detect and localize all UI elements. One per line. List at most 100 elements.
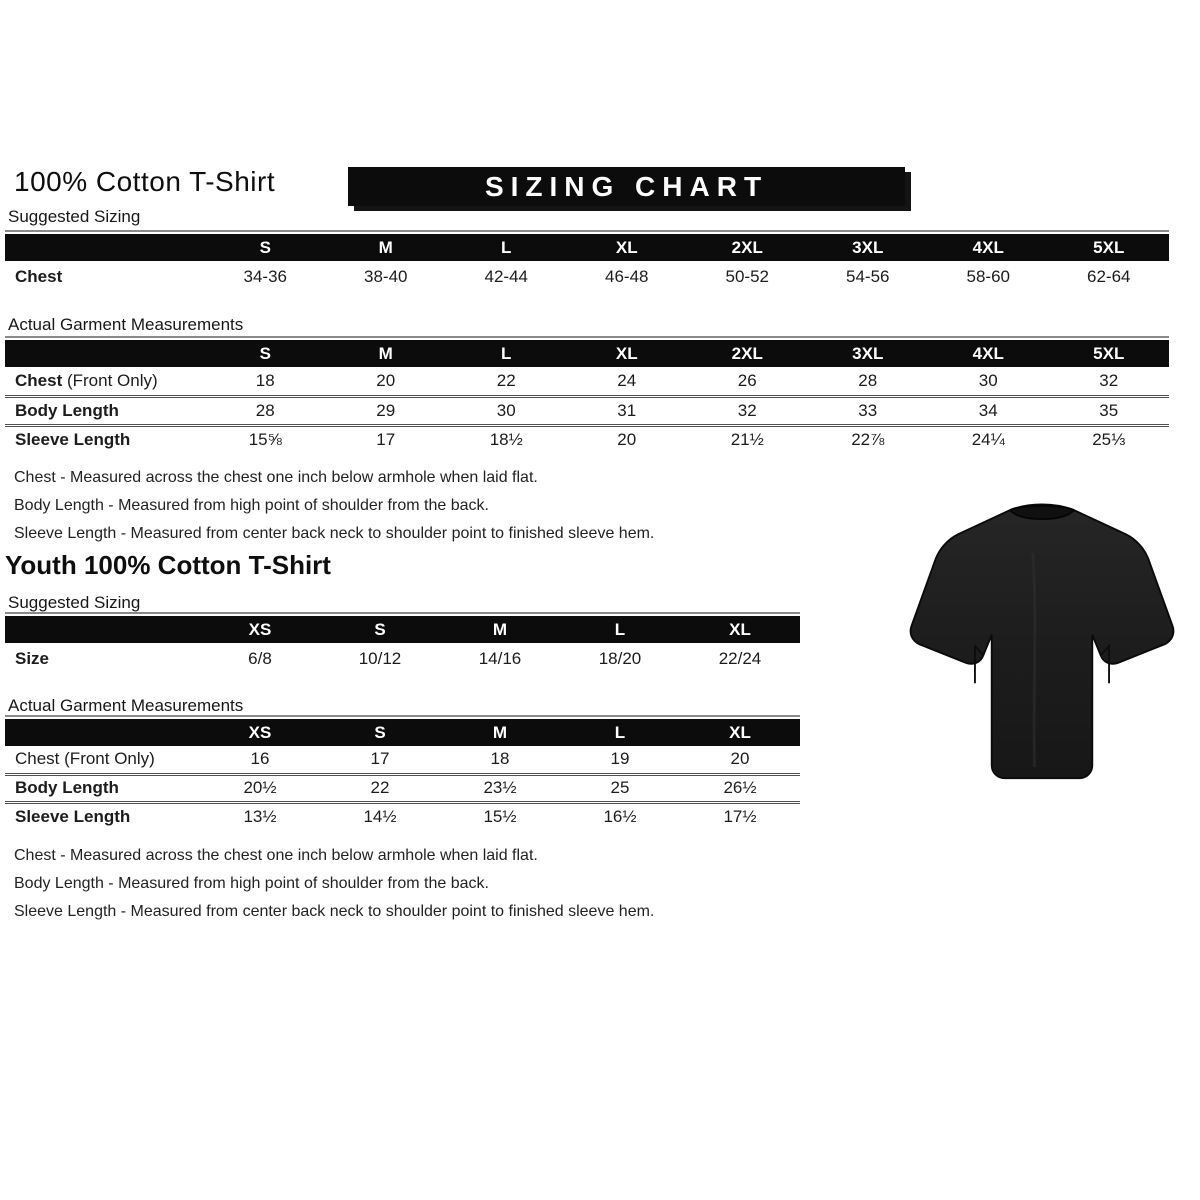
size-value-cell: 62-64 [1087,267,1131,286]
size-col-header: XS [200,616,320,643]
size-value-cell: 18½ [446,423,567,454]
size-value-cell: 6/8 [248,648,272,668]
size-col-header: S [320,616,440,643]
table-row-body-length: Body Length 28 29 30 31 32 33 34 35 [5,394,1169,425]
size-value-cell: 13½ [200,800,320,830]
adult-actual-measurements-label: Actual Garment Measurements [8,315,244,334]
size-value-cell: 58-60 [966,267,1010,286]
tshirt-left-sleeve-seam [974,643,985,684]
size-value-cell: 23½ [440,772,560,802]
size-value-cell: 28 [858,370,878,390]
size-col-header: M [440,719,560,746]
size-value-cell: 14½ [320,800,440,830]
size-col-header: M [440,616,560,643]
size-col-header: 3XL [807,340,928,367]
size-value-cell: 17 [325,423,446,454]
size-col-header: L [446,340,567,367]
measurement-note: Chest - Measured across the chest one in… [14,847,538,864]
table-row-chest: Chest (Front Only) 18 20 22 24 26 28 30 … [5,367,1169,396]
size-value-cell: 17½ [680,800,800,830]
size-value-cell: 32 [1099,370,1119,390]
youth-actual-measurements-table: XS S M L XL Chest (Front Only) 16 17 18 … [5,715,800,830]
size-value-cell: 25 [560,772,680,802]
size-value-cell: 24 [617,370,637,390]
size-value-cell: 54-56 [846,267,890,286]
size-value-cell: 31 [566,394,687,425]
size-value-cell: 30 [978,370,998,390]
size-col-header: XL [566,234,687,261]
youth-actual-measurements-label: Actual Garment Measurements [8,696,244,715]
size-col-header: XS [200,719,320,746]
youth-title: Youth 100% Cotton T-Shirt [5,550,331,580]
size-col-header: L [560,616,680,643]
row-label: Chest [15,267,63,286]
row-label: Chest (Front Only) [15,749,155,769]
size-value-cell: 19 [610,749,630,769]
size-value-cell: 50-52 [725,267,769,286]
youth-actual-header-row: XS S M L XL [5,719,800,746]
table-row-size: Size 6/8 10/12 14/16 18/20 22/24 [5,643,800,674]
size-col-header: M [325,234,446,261]
size-col-header: L [560,719,680,746]
size-value-cell: 42-44 [484,267,528,286]
size-value-cell: 17 [370,749,390,769]
table-row-sleeve-length: Sleeve Length 15⅝ 17 18½ 20 21½ 22⅞ 24¼ … [5,423,1169,454]
size-col-header: 5XL [1048,234,1169,261]
size-col-header: 2XL [687,340,808,367]
size-col-header: 2XL [687,234,808,261]
row-label: Size [15,648,50,668]
youth-suggested-header-row: XS S M L XL [5,616,800,643]
row-label: Sleeve Length [5,800,200,830]
tshirt-fold-highlight [1031,552,1037,768]
adult-actual-header-row: S M L XL 2XL 3XL 4XL 5XL [5,340,1169,367]
row-label: Chest (Front Only) [15,370,158,390]
adult-actual-measurements-table: S M L XL 2XL 3XL 4XL 5XL Chest (Front On… [5,336,1169,454]
size-value-cell: 16 [250,749,270,769]
adult-suggested-header-row: S M L XL 2XL 3XL 4XL 5XL [5,234,1169,261]
empty-header-cell [5,719,200,746]
measurement-note: Sleeve Length - Measured from center bac… [14,525,655,542]
size-value-cell: 32 [687,394,808,425]
size-value-cell: 22/24 [718,648,762,668]
adult-suggested-sizing-table: S M L XL 2XL 3XL 4XL 5XL Chest 34-36 38-… [5,230,1169,293]
empty-header-cell [5,340,205,367]
size-value-cell: 34 [928,394,1049,425]
tshirt-body [909,503,1175,780]
size-col-header: L [446,234,567,261]
table-row-chest: Chest 34-36 38-40 42-44 46-48 50-52 54-5… [5,261,1169,293]
tshirt-collar [1009,504,1075,520]
row-label: Body Length [5,394,205,425]
size-col-header: 4XL [928,340,1049,367]
size-value-cell: 33 [807,394,928,425]
size-col-header: XL [680,616,800,643]
size-value-cell: 20 [566,423,687,454]
size-col-header: S [320,719,440,746]
size-col-header: 3XL [807,234,928,261]
size-col-header: M [325,340,446,367]
empty-header-cell [5,234,205,261]
size-value-cell: 24¼ [928,423,1049,454]
size-value-cell: 18 [255,370,275,390]
size-value-cell: 22⅞ [807,423,928,454]
size-value-cell: 14/16 [478,648,522,668]
table-row-chest: Chest (Front Only) 16 17 18 19 20 [5,746,800,774]
size-value-cell: 26 [737,370,757,390]
youth-suggested-sizing-table: XS S M L XL Size 6/8 10/12 14/16 18/20 2… [5,612,800,674]
size-value-cell: 20 [730,749,750,769]
table-row-body-length: Body Length 20½ 22 23½ 25 26½ [5,772,800,802]
row-label: Body Length [5,772,200,802]
size-value-cell: 26½ [680,772,800,802]
size-value-cell: 15⅝ [205,423,326,454]
size-value-cell: 35 [1048,394,1169,425]
measurement-note: Chest - Measured across the chest one in… [14,469,538,486]
size-value-cell: 21½ [687,423,808,454]
tshirt-photo [909,503,1175,780]
tshirt-right-sleeve-seam [1099,643,1110,684]
page-title: 100% Cotton T-Shirt [14,166,276,197]
row-label: Sleeve Length [5,423,205,454]
empty-header-cell [5,616,200,643]
size-col-header: XL [680,719,800,746]
size-col-header: S [205,234,326,261]
measurement-note: Body Length - Measured from high point o… [14,497,489,514]
